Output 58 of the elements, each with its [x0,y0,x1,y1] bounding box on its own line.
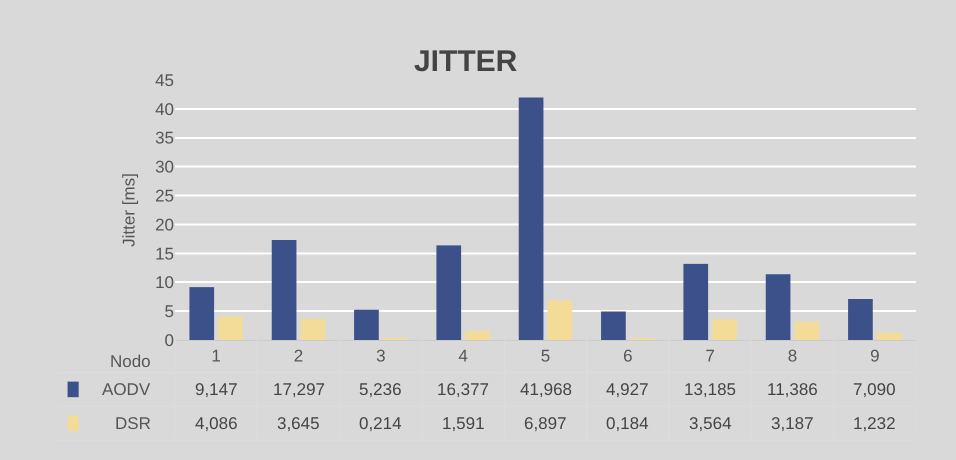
y-axis-title: Jitter [ms] [120,173,139,247]
bar [766,274,790,340]
bar [683,264,708,340]
data-label: 7,090 [853,380,896,399]
y-tick-label: 15 [155,244,174,264]
x-tick-label: 6 [623,346,633,366]
y-tick-label: 20 [155,215,174,234]
y-tick-label: 10 [155,273,174,292]
bar [876,332,902,340]
data-label: 11,386 [767,380,818,399]
x-tick-label: 2 [294,346,304,366]
data-label: 1,591 [442,414,485,433]
x-tick-label: 8 [788,346,798,366]
bar [794,322,820,340]
legend-label: AODV [102,380,151,399]
y-tick-label: 30 [155,158,174,177]
data-label: 5,236 [359,380,402,399]
x-tick-label: 3 [376,346,386,366]
bar [189,287,214,340]
data-label: 13,185 [684,380,736,399]
data-label: 1,232 [853,414,896,433]
data-label: 3,564 [689,414,732,433]
bar [436,245,462,340]
data-label: 0,184 [606,414,649,433]
y-tick-label: 25 [155,186,174,206]
x-tick-label: 4 [458,346,468,366]
x-tick-label: 9 [870,346,880,366]
data-label: 17,297 [273,380,325,399]
y-tick-label: 0 [164,330,174,350]
data-label: 6,897 [524,414,567,433]
legend-label: DSR [115,414,151,433]
data-label: 16,377 [437,380,489,399]
y-tick-label: 40 [155,100,174,119]
bar [354,310,379,340]
x-axis-title: Nodo [110,352,151,371]
chart-title: JITTER [414,45,518,78]
data-label: 4,086 [195,414,238,433]
bar [848,299,873,340]
bar [465,330,490,340]
bar [272,240,296,340]
bar [548,300,572,340]
bar [601,312,626,340]
bar [300,318,326,340]
x-tick-label: 1 [211,346,221,366]
x-tick-label: 5 [540,346,550,366]
data-label: 3,187 [771,414,814,433]
x-tick-label: 7 [705,346,715,366]
bar [518,98,544,340]
data-label: 3,645 [277,414,320,433]
y-tick-label: 5 [164,302,174,322]
y-tick-label: 45 [155,70,174,90]
data-label: 0,214 [359,414,402,433]
y-tick-label: 35 [155,128,174,148]
bar [712,319,737,340]
data-label: 4,927 [606,380,649,399]
data-label: 9,147 [195,380,238,399]
data-label: 41,968 [520,380,572,399]
bar [218,316,243,340]
